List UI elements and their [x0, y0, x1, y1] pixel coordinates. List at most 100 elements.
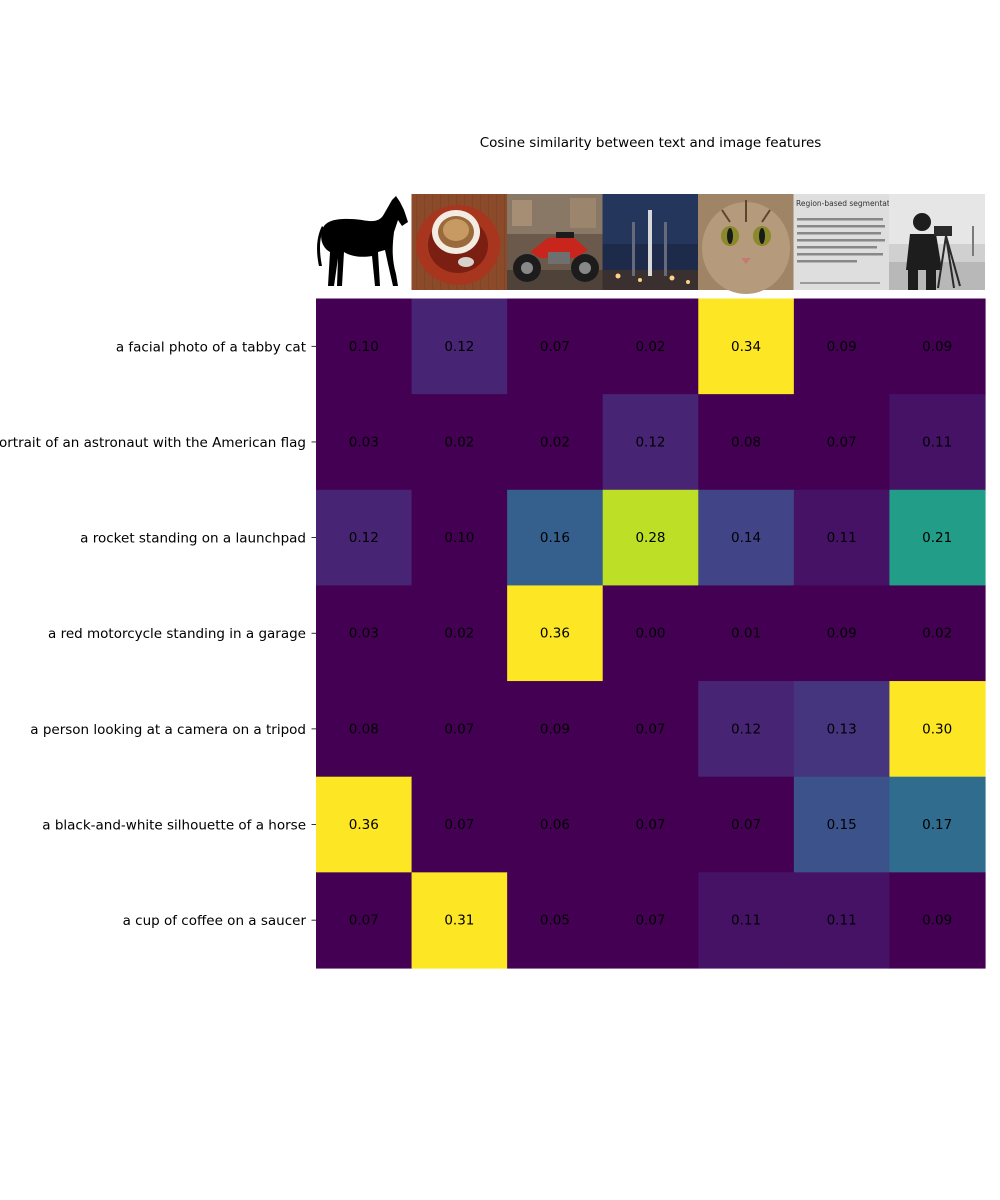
row-label: a person looking at a camera on a tripod [30, 722, 306, 738]
thumbnail-cat [698, 194, 794, 294]
heatmap-cell [411, 585, 508, 682]
heatmap-cell [507, 776, 604, 873]
heatmap-cell [411, 681, 508, 778]
heatmap-cell-value: 0.07 [349, 913, 379, 929]
heatmap-cell [793, 394, 891, 491]
image-thumbnails: Region-based segmentation [316, 194, 985, 294]
heatmap-cell-value: 0.02 [540, 434, 570, 450]
heatmap-cell [411, 394, 508, 491]
heatmap-cell-value: 0.07 [444, 721, 474, 737]
heatmap-cell [602, 681, 699, 778]
heatmap-cell [793, 585, 891, 682]
heatmap-cell [507, 872, 604, 969]
heatmap-cell [698, 394, 795, 491]
row-label: a rocket standing on a launchpad [80, 531, 306, 547]
heatmap-cell [316, 872, 413, 969]
heatmap-cell-value: 0.03 [349, 434, 379, 450]
heatmap-cell-value: 0.06 [540, 817, 570, 833]
heatmap-cells [316, 298, 986, 969]
heatmap-cell [316, 681, 413, 778]
heatmap-cell-value: 0.11 [827, 530, 857, 546]
heatmap-cell [698, 776, 795, 873]
row-label: a red motorcycle standing in a garage [48, 626, 306, 642]
heatmap-cell-value: 0.21 [922, 530, 952, 546]
heatmap-cell-value: 0.07 [635, 913, 665, 929]
heatmap-cell [698, 489, 795, 587]
heatmap-cell-value: 0.17 [922, 817, 952, 833]
heatmap-cell [411, 872, 508, 969]
heatmap-cell-value: 0.11 [922, 434, 952, 450]
heatmap-cell-value: 0.36 [540, 626, 570, 642]
thumbnail-rocket [602, 194, 698, 290]
heatmap-cell [889, 489, 986, 587]
heatmap-cell-value: 0.12 [635, 434, 665, 450]
row-label: a facial photo of a tabby cat [116, 339, 306, 355]
heatmap-cell-value: 0.09 [827, 626, 857, 642]
heatmap-cell [316, 489, 413, 587]
heatmap-cell [316, 394, 413, 491]
thumbnail-horse [316, 194, 412, 290]
heatmap-cell-value: 0.03 [349, 626, 379, 642]
heatmap-cell [698, 585, 795, 682]
heatmap-cell-value: 0.30 [922, 721, 952, 737]
heatmap-cell-value: 0.10 [349, 339, 379, 355]
heatmap-cell [889, 681, 986, 778]
heatmap-cell [316, 776, 413, 873]
heatmap-cell-value: 0.13 [827, 721, 857, 737]
heatmap-cell-value: 0.09 [922, 339, 952, 355]
heatmap-cell-value: 0.15 [827, 817, 857, 833]
heatmap-cell-value: 0.07 [540, 339, 570, 355]
heatmap-cell-value: 0.28 [635, 530, 665, 546]
row-label: a black-and-white silhouette of a horse [42, 818, 306, 834]
row-labels: a facial photo of a tabby cat a portrait … [0, 339, 306, 929]
heatmap-cell [793, 489, 891, 587]
heatmap-cell [507, 681, 604, 778]
heatmap-cell-value: 0.02 [922, 626, 952, 642]
heatmap-cell [698, 298, 795, 395]
heatmap-cell-value: 0.07 [444, 817, 474, 833]
heatmap-cell-value: 0.02 [444, 626, 474, 642]
heatmap-cell-value: 0.14 [731, 530, 761, 546]
heatmap-cell [602, 489, 699, 587]
row-ticks [311, 345, 316, 921]
heatmap-cell [507, 298, 604, 395]
row-label: a portrait of an astronaut with the Amer… [0, 435, 306, 451]
heatmap-cell-value: 0.16 [540, 530, 570, 546]
heatmap-cell-value: 0.08 [731, 434, 761, 450]
thumbnail-text-page: Region-based segmentation [793, 194, 902, 290]
heatmap-cell-value: 0.05 [540, 913, 570, 929]
heatmap-cell-value: 0.11 [731, 913, 761, 929]
heatmap-cell-value: 0.12 [731, 721, 761, 737]
heatmap-cell [889, 394, 986, 491]
heatmap-cell-value: 0.07 [827, 434, 857, 450]
heatmap-cell [889, 585, 986, 682]
heatmap-cell-value: 0.36 [349, 817, 379, 833]
heatmap-cell-value: 0.07 [635, 817, 665, 833]
heatmap-cell [411, 776, 508, 873]
heatmap-cell [316, 298, 413, 395]
heatmap-cell [698, 681, 795, 778]
heatmap-cell-value: 0.10 [444, 530, 474, 546]
heatmap-cell [316, 585, 413, 682]
heatmap-cell [507, 394, 604, 491]
heatmap-cell [793, 776, 891, 873]
heatmap-cell [507, 585, 604, 682]
row-label: a cup of coffee on a saucer [123, 913, 307, 929]
chart-title: Cosine similarity between text and image… [480, 135, 822, 151]
thumbnail-cameraman [889, 194, 985, 290]
heatmap-cell-value: 0.08 [349, 721, 379, 737]
heatmap-cell [507, 489, 604, 587]
heatmap-cell-value: 0.07 [635, 721, 665, 737]
heatmap-cell-value: 0.09 [922, 913, 952, 929]
heatmap-cell [602, 298, 699, 395]
heatmap-cell [602, 776, 699, 873]
heatmap-cell-value: 0.01 [731, 626, 761, 642]
heatmap-cell-value: 0.12 [444, 339, 474, 355]
heatmap-values: 0.10 0.12 0.07 0.02 0.34 0.09 0.09 0.03 0.02 0.02… [349, 339, 952, 929]
heatmap-cell-value: 0.31 [444, 913, 474, 929]
heatmap-cell-value: 0.12 [349, 530, 379, 546]
thumbnail-page-heading: Region-based segmentation [796, 199, 902, 208]
heatmap-cell-value: 0.02 [444, 434, 474, 450]
heatmap-cell [411, 489, 508, 587]
heatmap-cell-value: 0.07 [731, 817, 761, 833]
